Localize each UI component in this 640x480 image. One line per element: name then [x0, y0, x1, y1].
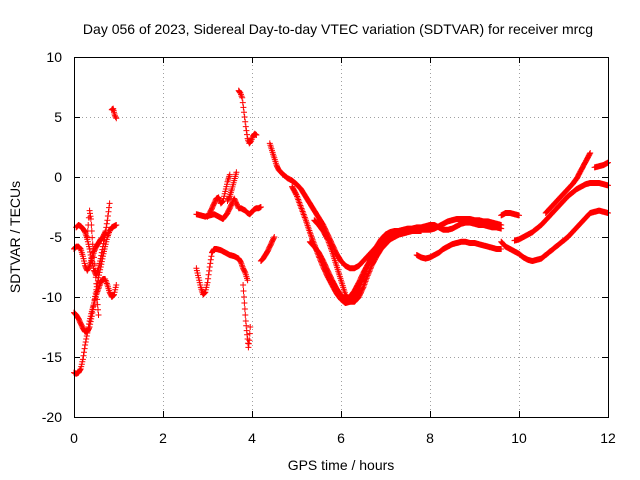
x-tick-label: 0 [70, 430, 78, 446]
series-arc-b4 [193, 246, 251, 298]
series-arc-b2 [204, 171, 233, 220]
axis-ticks: 0 2 4 6 8 10 12 -20 -15 -10 -5 0 5 10 [42, 49, 616, 446]
series-arc-b6 [235, 87, 260, 147]
series-arc-b3 [224, 169, 240, 204]
y-tick-label: 5 [54, 109, 62, 125]
x-tick-label: 2 [159, 430, 167, 446]
y-tick-label: 0 [54, 169, 62, 185]
data-markers [71, 87, 611, 377]
plus-marker-path [108, 105, 120, 122]
plus-marker-path [224, 169, 240, 204]
series-arc-c6 [413, 238, 505, 262]
plus-marker-path [84, 207, 102, 318]
plus-marker-path [204, 171, 233, 220]
series-arc-d3 [542, 150, 594, 216]
series-arc-a2 [71, 222, 120, 335]
x-tick-label: 12 [600, 430, 616, 446]
plus-marker-path [240, 282, 254, 351]
x-tick-label: 8 [426, 430, 434, 446]
plus-marker-path [591, 159, 611, 171]
chart-title: Day 056 of 2023, Sidereal Day-to-day VTE… [83, 21, 593, 37]
series-arc-d4 [591, 159, 611, 171]
y-tick-label: -10 [42, 289, 62, 305]
y-tick-label: 10 [46, 49, 62, 65]
series-arc-a5 [84, 207, 102, 318]
plus-marker-path [542, 150, 594, 216]
x-tick-label: 10 [511, 430, 527, 446]
y-tick-label: -5 [50, 229, 63, 245]
y-tick-label: -15 [42, 349, 62, 365]
series-arc-c5 [257, 234, 278, 264]
plus-marker-path [193, 246, 251, 298]
series-arc-b5 [240, 282, 254, 351]
x-tick-label: 6 [337, 430, 345, 446]
y-axis-label: SDTVAR / TECUs [7, 181, 23, 293]
plus-marker-path [413, 238, 505, 262]
series-arc-d5 [498, 210, 522, 219]
x-axis-label: GPS time / hours [288, 457, 395, 473]
series-arc-d2 [511, 180, 611, 244]
plus-marker-path [257, 234, 278, 264]
series-arc-a6 [108, 105, 120, 122]
y-tick-label: -20 [42, 409, 62, 425]
plus-marker-path [511, 180, 611, 244]
plus-marker-path [235, 87, 260, 147]
x-tick-label: 4 [248, 430, 256, 446]
plus-marker-path [311, 217, 402, 305]
series-arc-d1 [498, 207, 611, 264]
series-arc-c3 [306, 228, 425, 303]
plus-marker-path [498, 210, 522, 219]
plus-marker-path [71, 222, 120, 335]
plus-marker-path [306, 228, 425, 303]
series-arc-c4 [311, 217, 402, 305]
plus-marker-path [498, 207, 611, 264]
